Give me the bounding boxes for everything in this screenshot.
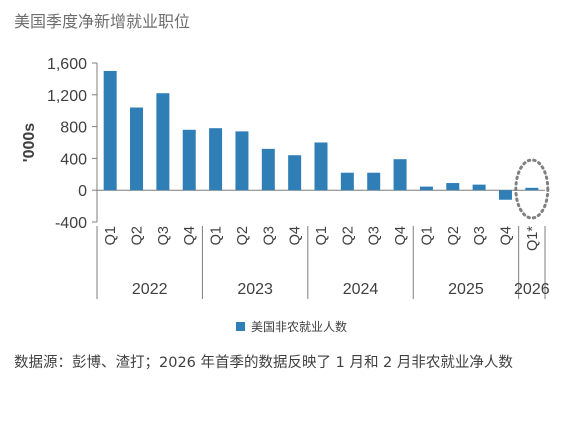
x-tick-label: Q1 [314,226,330,245]
bar [130,107,144,191]
x-tick-label: Q2 [130,226,146,245]
x-tick-label: Q1 [209,226,225,245]
bar [261,148,275,191]
bar [472,184,486,191]
y-tick-label: 1,600 [47,56,87,73]
x-tick-label: Q2 [446,226,462,245]
source-note: 数据源：彭博、渣打；2026 年首季的数据反映了 1 月和 2 月非农就业净人数 [14,355,513,371]
x-tick-label: Q1* [525,226,541,251]
x-tick-label: Q4 [182,226,198,245]
chart-legend: 美国非农就业人数 [236,318,347,335]
x-tick-label: Q1 [103,226,119,245]
x-tick-label: Q4 [288,226,304,245]
x-tick-label: Q1 [419,226,435,245]
year-label: 2022 [132,281,168,298]
year-label: 2026 [514,281,550,298]
year-label: 2024 [343,281,379,298]
bar [235,131,249,191]
bar [498,190,512,200]
y-axis-label: '000s [21,123,38,163]
y-tick-label: 400 [60,151,87,168]
y-tick-label: -400 [55,215,87,232]
x-tick-label: Q3 [261,226,277,245]
bar [314,142,328,191]
bar [103,70,117,191]
x-tick-label: Q3 [367,226,383,245]
y-tick-label: 800 [60,120,87,137]
bar [156,93,170,191]
bar [182,129,196,191]
x-tick-label: Q2 [235,226,251,245]
legend-swatch [236,322,245,331]
bar [446,183,460,191]
year-label: 2025 [448,281,484,298]
bar [209,128,223,191]
legend-label: 美国非农就业人数 [251,320,348,334]
bar [419,186,433,191]
highlight-circle [514,158,550,220]
bar [367,172,381,191]
bar-chart: -400 0 400 800 1,200 1,600 '000s Q1 Q2 Q3 Q4 Q1 Q2 Q3… [21,56,550,299]
bar [288,155,302,191]
x-tick-label: Q2 [340,226,356,245]
bar [340,172,354,191]
chart-title: 美国季度净新增就业职位 [14,12,191,31]
x-tick-label: Q3 [156,226,172,245]
x-tick-label: Q4 [393,226,409,245]
bar [525,187,539,191]
bar [393,159,407,191]
y-tick-label: 1,200 [47,88,87,105]
x-tick-label: Q4 [498,226,514,245]
year-label: 2023 [237,281,273,298]
x-tick-label: Q3 [472,226,488,245]
y-tick-label: 0 [78,183,87,200]
